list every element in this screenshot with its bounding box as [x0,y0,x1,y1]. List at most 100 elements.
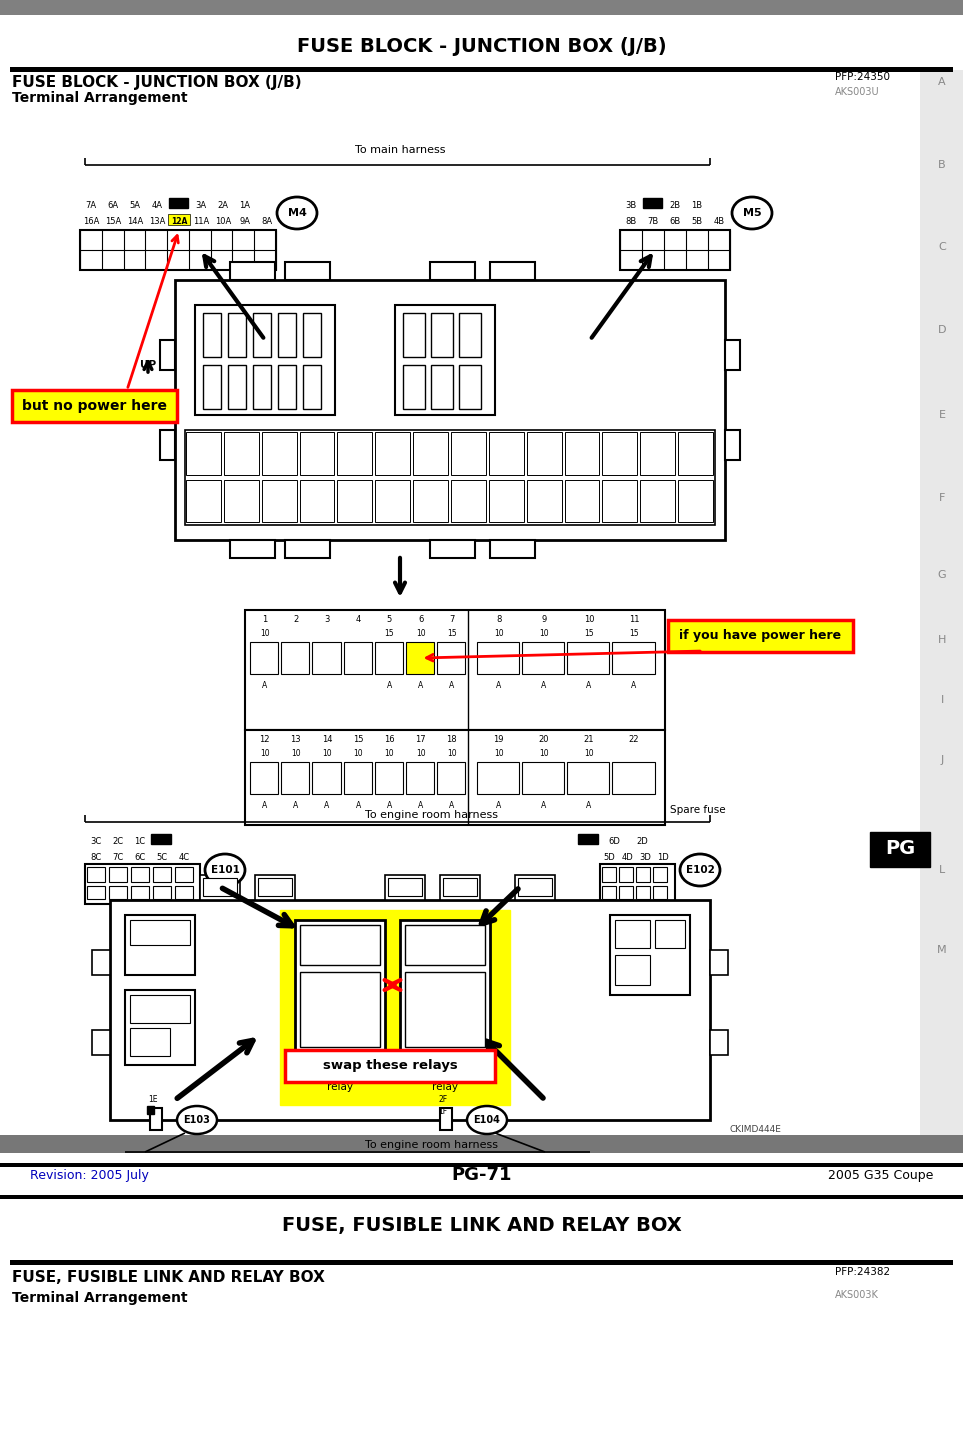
Text: 9: 9 [541,615,546,625]
Text: E: E [939,410,946,420]
Bar [299,479,334,522]
Bar [255,875,295,900]
Bar [151,833,171,844]
Text: PG: PG [885,839,915,858]
Bar [603,433,638,475]
Ellipse shape [680,854,720,886]
Bar [281,642,309,674]
Bar [615,955,650,985]
Text: 10: 10 [291,750,300,758]
Text: A: A [418,802,423,810]
Text: 16A: 16A [83,217,99,227]
Bar [430,262,475,281]
Text: 13A: 13A [149,217,166,227]
Text: A: A [418,682,423,690]
Bar [640,433,675,475]
Bar [285,1051,495,1082]
Bar [203,365,221,410]
Bar [518,878,552,896]
Bar [413,479,448,522]
Text: E102: E102 [686,865,715,875]
Ellipse shape [177,1106,217,1134]
Bar [0,14,963,1150]
Text: To main harness: To main harness [354,145,445,155]
Text: 3A: 3A [195,201,206,210]
Text: A: A [262,682,267,690]
Text: 15: 15 [629,629,638,638]
Bar [406,763,434,794]
Bar [725,430,740,460]
Text: C: C [938,242,946,252]
Text: Revision: 2005 July: Revision: 2005 July [30,1169,149,1182]
Bar [281,763,309,794]
Bar [451,479,486,522]
Bar [253,313,271,357]
Text: 1C: 1C [135,838,145,846]
Bar [300,972,380,1048]
Text: 4B: 4B [714,217,724,227]
Text: A: A [325,802,329,810]
Text: 10: 10 [416,629,426,638]
Text: E101: E101 [211,865,240,875]
Text: 12A: 12A [170,217,187,227]
Text: E103: E103 [184,1116,211,1124]
Bar [303,365,321,410]
Bar [437,642,465,674]
Text: 22: 22 [629,735,639,745]
Bar [678,479,713,522]
Bar [125,915,195,975]
Text: 6A: 6A [108,201,118,210]
Text: A: A [262,802,267,810]
Bar [403,313,425,357]
Text: 2005 G35 Coupe: 2005 G35 Coupe [827,1169,933,1182]
Text: 5: 5 [387,615,392,625]
Bar [612,763,655,794]
Text: A: A [586,682,591,690]
Text: Accessory
relay: Accessory relay [419,1069,471,1091]
Bar [278,365,296,410]
Bar [643,198,662,208]
Bar [230,262,275,281]
Bar [109,886,127,899]
Bar [245,729,665,825]
Bar [312,642,341,674]
Text: swap these relays: swap these relays [323,1059,457,1072]
Text: A: A [496,682,501,690]
Bar [405,925,485,965]
Bar [0,1134,963,1153]
Text: 7A: 7A [86,201,96,210]
Bar [303,313,321,357]
Bar [10,1260,953,1265]
Text: 7B: 7B [647,217,659,227]
Bar [388,878,422,896]
Text: Terminal Arrangement: Terminal Arrangement [12,91,188,106]
Bar [153,867,171,883]
Bar [175,886,193,899]
Text: Terminal Arrangement: Terminal Arrangement [12,1291,188,1305]
Ellipse shape [467,1106,507,1134]
Bar [230,540,275,559]
Text: 10: 10 [447,750,456,758]
Text: FUSE, FUSIBLE LINK AND RELAY BOX: FUSE, FUSIBLE LINK AND RELAY BOX [281,1215,682,1234]
Ellipse shape [205,854,245,886]
Text: 5D: 5D [603,852,614,861]
Text: 4C: 4C [178,852,190,861]
Text: L: L [939,865,945,875]
Bar [376,433,410,475]
Text: if you have power here: if you have power here [680,629,842,642]
Text: 1F: 1F [438,1107,448,1117]
Text: H: H [938,635,947,645]
Text: 10: 10 [494,629,504,638]
Text: 6C: 6C [135,852,145,861]
Bar [110,900,710,1120]
Text: M4: M4 [288,208,306,218]
Text: A: A [387,802,392,810]
Text: 1E: 1E [148,1095,158,1104]
Text: 8A: 8A [261,217,273,227]
Text: 10: 10 [416,750,426,758]
Text: 10A: 10A [215,217,231,227]
Bar [527,433,561,475]
Bar [403,365,425,410]
Bar [430,540,475,559]
Bar [489,433,524,475]
